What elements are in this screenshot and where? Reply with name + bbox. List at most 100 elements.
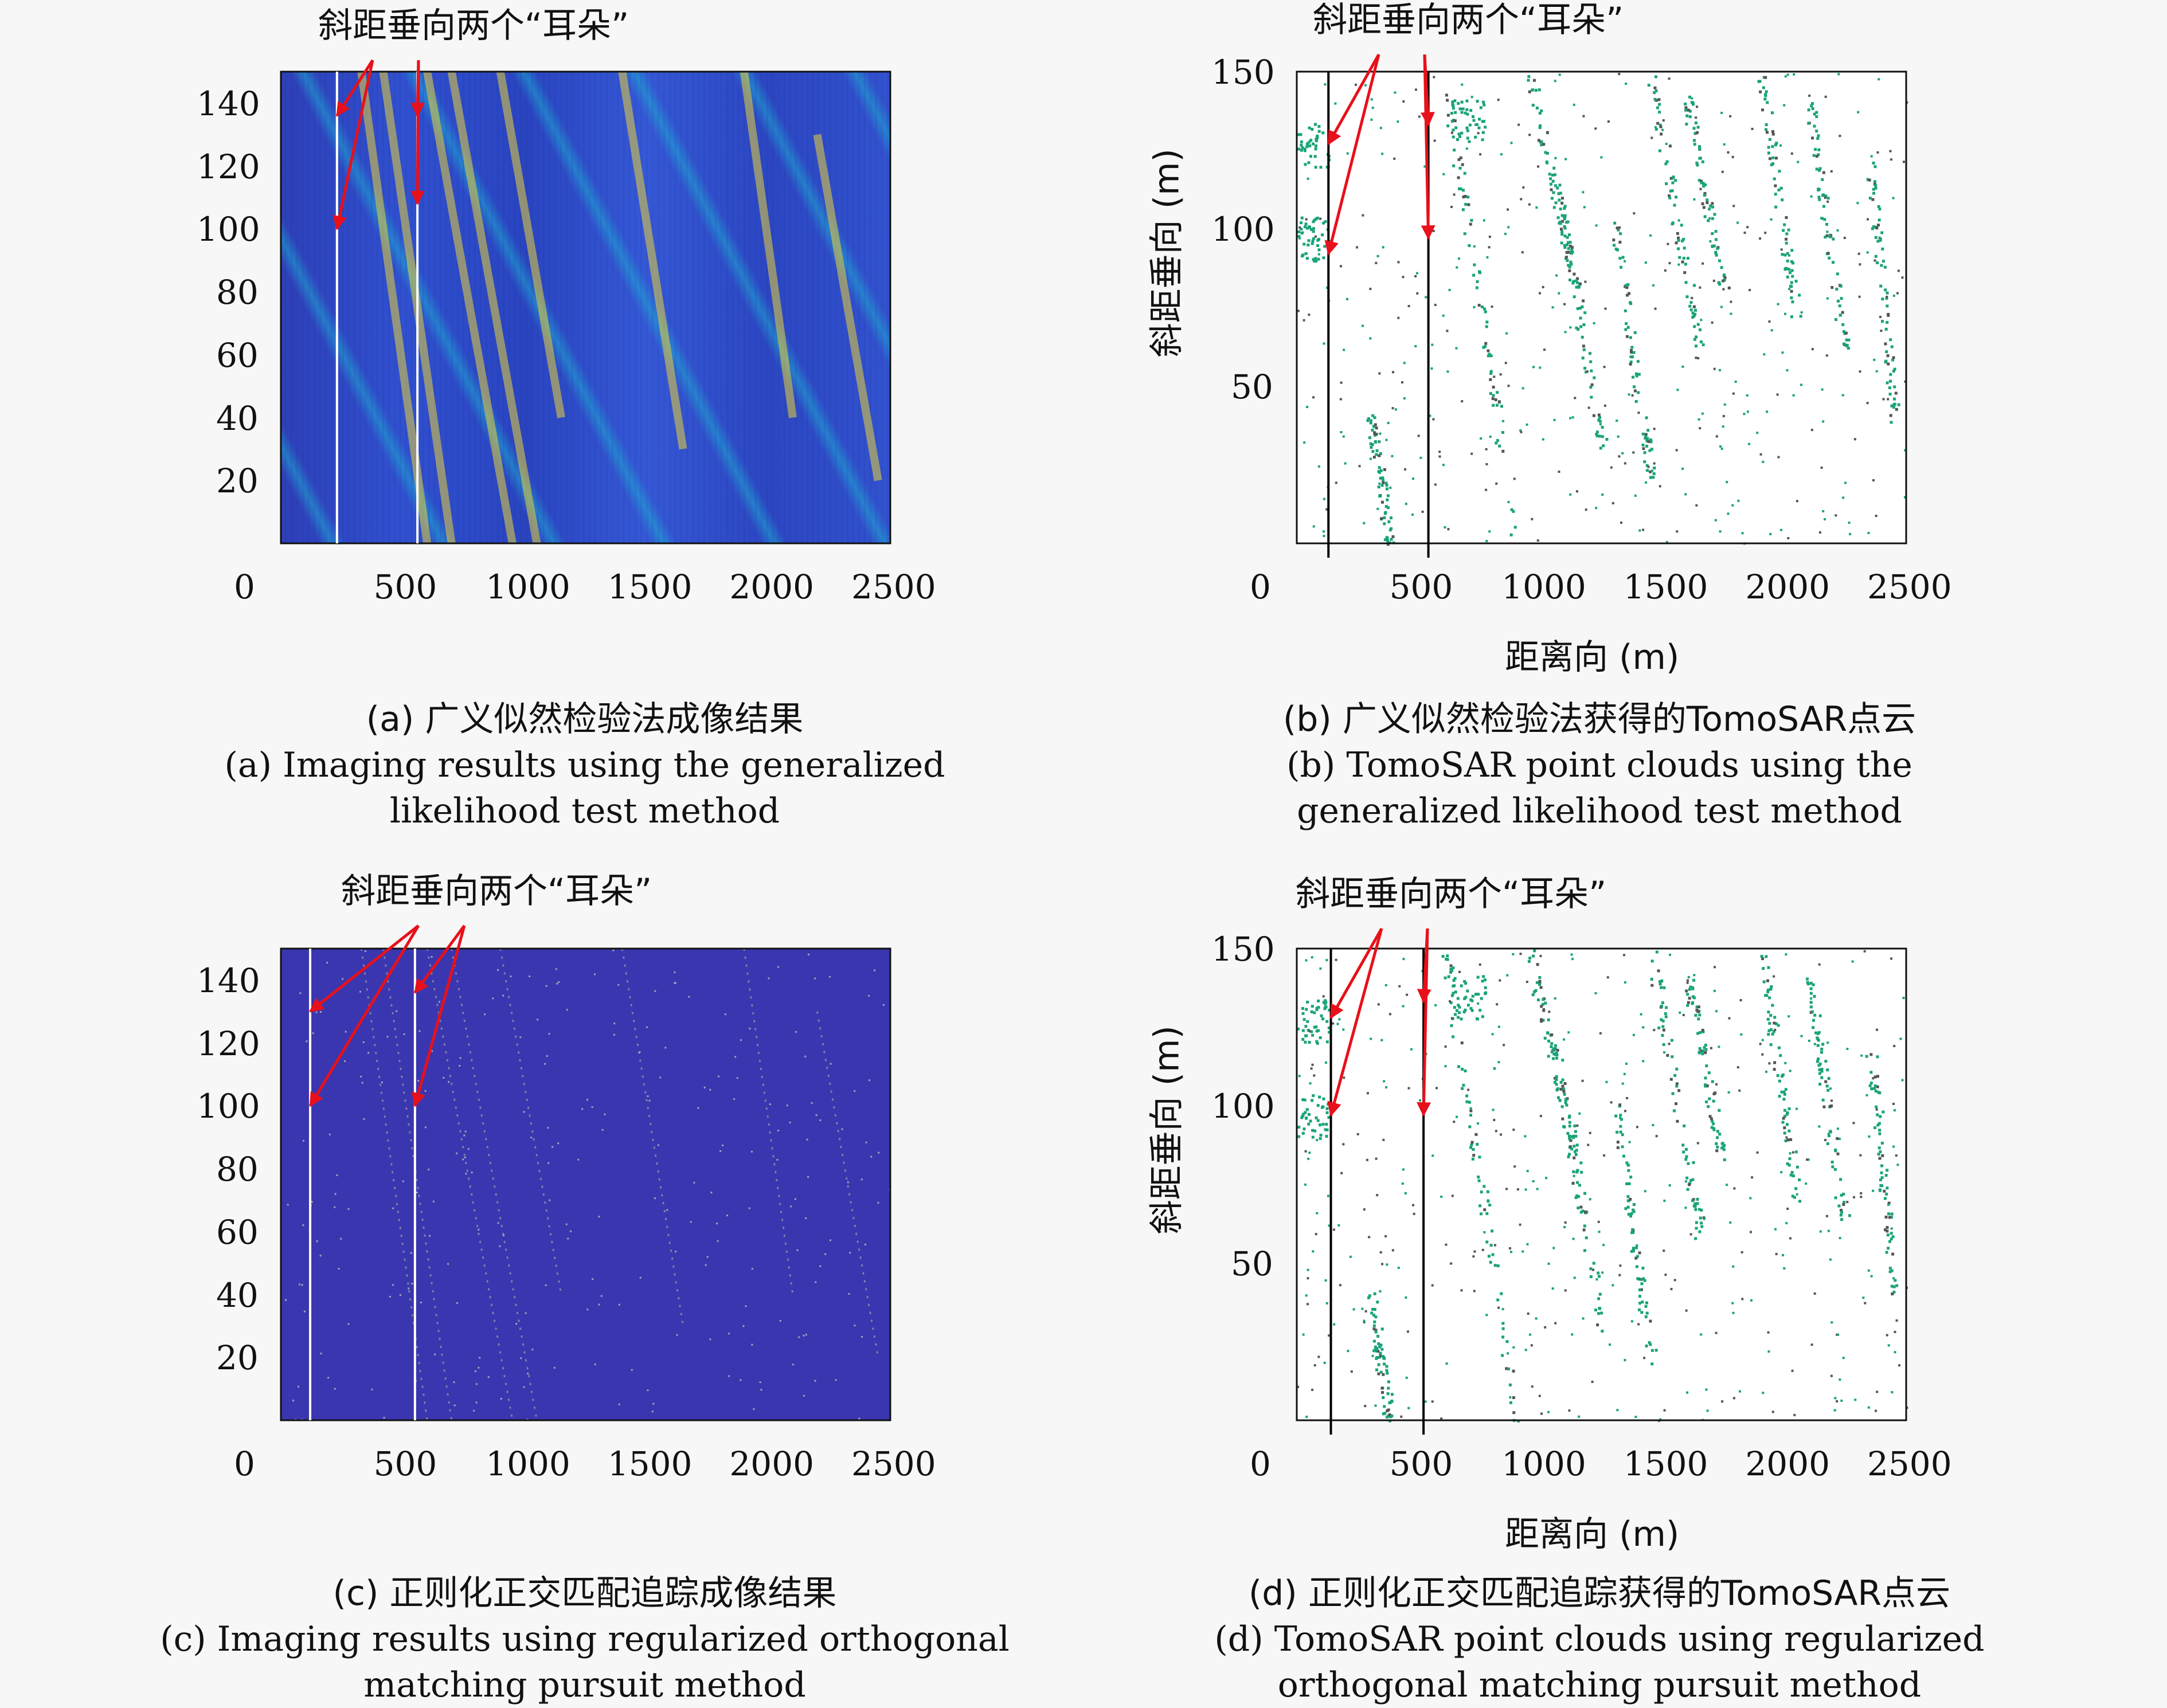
heatmap-streak xyxy=(496,70,565,418)
heatmap-speck xyxy=(604,1113,606,1115)
scatter-point xyxy=(1886,295,1888,298)
scatter-point xyxy=(1668,1043,1671,1045)
scatter-point xyxy=(1884,1215,1888,1219)
scatter-point xyxy=(1826,230,1829,233)
scatter-point xyxy=(1507,1367,1510,1370)
scatter-point xyxy=(1790,249,1794,252)
xtick-c-0: 0 xyxy=(234,1444,255,1483)
scatter-point xyxy=(1310,1010,1313,1013)
scatter-point xyxy=(1688,997,1691,1000)
scatter-point xyxy=(1777,456,1780,459)
scatter-point xyxy=(1650,1349,1654,1352)
scatter-point xyxy=(1638,1288,1641,1292)
scatter-point xyxy=(1548,1010,1551,1013)
scatter-point xyxy=(1433,76,1435,79)
scatter-point xyxy=(1668,194,1671,198)
scatter-point xyxy=(1604,307,1607,310)
scatter-point xyxy=(1478,963,1481,966)
scatter-point xyxy=(1582,348,1586,351)
scatter-point xyxy=(1489,1260,1492,1264)
heatmap-speck xyxy=(860,1178,863,1181)
scatter-point xyxy=(1379,1343,1382,1347)
scatter-point xyxy=(1568,241,1572,244)
scatter-point xyxy=(1368,436,1371,440)
scatter-point xyxy=(1489,436,1492,438)
plot-frame-d xyxy=(1296,947,1907,1421)
heatmap-speck xyxy=(586,1099,588,1101)
scatter-point xyxy=(1767,1331,1770,1334)
scatter-point xyxy=(1489,372,1493,375)
scatter-point xyxy=(1429,414,1431,417)
scatter-point xyxy=(1519,953,1522,955)
scatter-point xyxy=(1872,225,1875,229)
scatter-point xyxy=(1679,1011,1681,1014)
scatter-point xyxy=(1671,1092,1675,1095)
scatter-point xyxy=(1458,166,1462,170)
scatter-point xyxy=(1741,532,1744,535)
scatter-point xyxy=(1629,336,1632,339)
scatter-point xyxy=(1686,257,1689,260)
scatter-point xyxy=(1830,170,1833,173)
scatter-point xyxy=(1491,397,1495,401)
scatter-point xyxy=(1315,144,1318,148)
scatter-point xyxy=(1824,518,1826,520)
scatter-point xyxy=(1457,1011,1461,1014)
scatter-point xyxy=(1556,186,1559,190)
heatmap-speck xyxy=(882,1004,885,1006)
scatter-point xyxy=(1772,1030,1775,1033)
scatter-point xyxy=(1415,272,1418,275)
scatter-point xyxy=(1832,261,1835,264)
scatter-point xyxy=(1715,1142,1718,1145)
scatter-point xyxy=(1583,1224,1586,1228)
scatter-point xyxy=(1695,357,1697,359)
scatter-point xyxy=(1558,292,1560,295)
scatter-point xyxy=(1638,1251,1641,1255)
caption-b-cn: (b) 广义似然检验法获得的TomoSAR点云 xyxy=(1282,699,1916,739)
scatter-point xyxy=(1316,134,1319,138)
scatter-point xyxy=(1568,1125,1571,1128)
scatter-point xyxy=(1301,231,1304,234)
scatter-point xyxy=(1767,146,1770,149)
scatter-point xyxy=(1382,1396,1385,1399)
scatter-point xyxy=(1829,1087,1832,1090)
scatter-point xyxy=(1477,1002,1480,1005)
scatter-point xyxy=(1374,1345,1377,1349)
scatter-point xyxy=(1550,1042,1554,1045)
scatter-point xyxy=(1632,351,1636,354)
scatter-point xyxy=(1654,1349,1658,1352)
scatter-point xyxy=(1477,1176,1480,1179)
scatter-point xyxy=(1407,305,1410,308)
scatter-point xyxy=(1756,432,1759,434)
scatter-point xyxy=(1487,1255,1491,1258)
scatter-point xyxy=(1697,418,1700,421)
scatter-point xyxy=(1446,370,1449,373)
scatter-point xyxy=(1867,531,1870,534)
scatter-point xyxy=(1379,127,1382,130)
heatmap-speck xyxy=(598,1303,600,1306)
scatter-point xyxy=(1366,1158,1368,1161)
scatter-point xyxy=(1433,139,1436,142)
scatter-point xyxy=(1464,996,1468,999)
scatter-point xyxy=(1654,127,1658,131)
scatter-point xyxy=(1649,470,1652,473)
scatter-point xyxy=(1402,100,1405,103)
scatter-point xyxy=(1779,144,1782,147)
scatter-point xyxy=(1826,1068,1829,1072)
scatter-point xyxy=(1391,371,1394,374)
scatter-point xyxy=(1636,1244,1638,1247)
scatter-point xyxy=(1505,1367,1508,1370)
scatter-point xyxy=(1708,207,1711,211)
scatter-point xyxy=(1538,111,1542,115)
scatter-point xyxy=(1313,123,1317,126)
heatmap-speck xyxy=(465,1173,467,1175)
scatter-point xyxy=(1501,1354,1504,1357)
scatter-point xyxy=(1445,93,1448,97)
scatter-point xyxy=(1598,416,1601,420)
scatter-point xyxy=(1506,974,1509,977)
scatter-point xyxy=(1712,279,1715,282)
scatter-point xyxy=(1576,1124,1579,1127)
scatter-point xyxy=(1538,983,1541,986)
scatter-point xyxy=(1304,1111,1307,1114)
scatter-point xyxy=(1689,301,1693,304)
scatter-point xyxy=(1460,1289,1463,1292)
